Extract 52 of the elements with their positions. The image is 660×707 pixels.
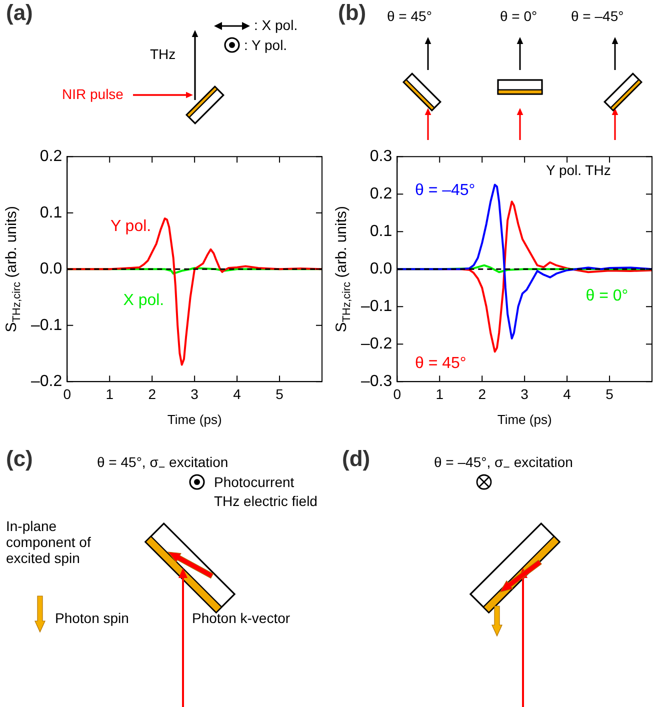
series-label: θ = 0° <box>586 288 628 305</box>
y-tick-label: –0.2 <box>361 336 392 353</box>
text: THz <box>150 46 176 62</box>
text: : X pol. <box>254 17 298 33</box>
y-axis-title: STHz,circ (arb. units) <box>3 206 24 332</box>
x-tick-label: 4 <box>233 386 242 402</box>
y-tick-label: 0.1 <box>370 223 392 240</box>
text: NIR pulse <box>62 86 124 102</box>
text: (d) <box>342 446 370 472</box>
text: In-plane component of excited spin <box>6 518 92 566</box>
series-label: θ = –45° <box>414 182 476 199</box>
x-tick-label: 2 <box>478 386 486 402</box>
text: (c) <box>6 446 33 472</box>
x-tick-label: 3 <box>190 386 199 402</box>
text: : Y pol. <box>244 37 288 53</box>
annotation: Y pol. THz <box>546 162 611 178</box>
y-tick-label: –0.1 <box>31 316 62 334</box>
x-tick-label: 5 <box>606 386 614 402</box>
text: θ = –45°, σ$_{−}$ excitation <box>434 454 573 474</box>
y-axis-title: STHz,circ (arb. units) <box>333 206 354 332</box>
x-axis-title: Time (ps) <box>167 412 222 427</box>
text: θ = 45°, σ$_{−}$ excitation <box>97 454 228 474</box>
y-tick-label: 0.1 <box>40 204 62 222</box>
x-tick-label: 5 <box>276 386 284 402</box>
x-tick-label: 2 <box>148 386 156 402</box>
text: θ = –45° <box>571 8 624 24</box>
chart-title: (b) <box>338 0 366 26</box>
x-tick-label: 3 <box>520 386 529 402</box>
x-tick-label: 0 <box>393 386 402 402</box>
text: Photocurrent <box>214 474 294 490</box>
x-tick-label: 1 <box>436 386 444 402</box>
x-axis-title: Time (ps) <box>497 412 552 427</box>
text: Photon spin <box>55 610 129 626</box>
x-tick-label: 4 <box>563 386 572 402</box>
text: THz electric field <box>214 493 318 509</box>
text: θ = 45° <box>387 8 432 24</box>
chart-title: (a) <box>6 0 33 26</box>
y-tick-label: 0.2 <box>40 148 62 166</box>
y-tick-label: 0.3 <box>370 148 392 166</box>
x-tick-label: 0 <box>63 386 72 402</box>
text: Photon k-vector <box>192 610 290 626</box>
y-tick-label: 0.0 <box>40 260 62 278</box>
y-tick-label: –0.3 <box>361 373 392 390</box>
text: θ = 0° <box>500 8 538 24</box>
y-tick-label: 0.2 <box>370 186 392 203</box>
series-label: θ = 45° <box>414 355 466 372</box>
series-label: X pol. <box>123 292 164 310</box>
series-label: Y pol. <box>110 218 152 235</box>
y-tick-label: –0.1 <box>361 298 392 316</box>
y-tick-label: –0.2 <box>31 373 62 390</box>
y-tick-label: 0.0 <box>370 260 392 278</box>
x-tick-label: 1 <box>106 386 114 402</box>
